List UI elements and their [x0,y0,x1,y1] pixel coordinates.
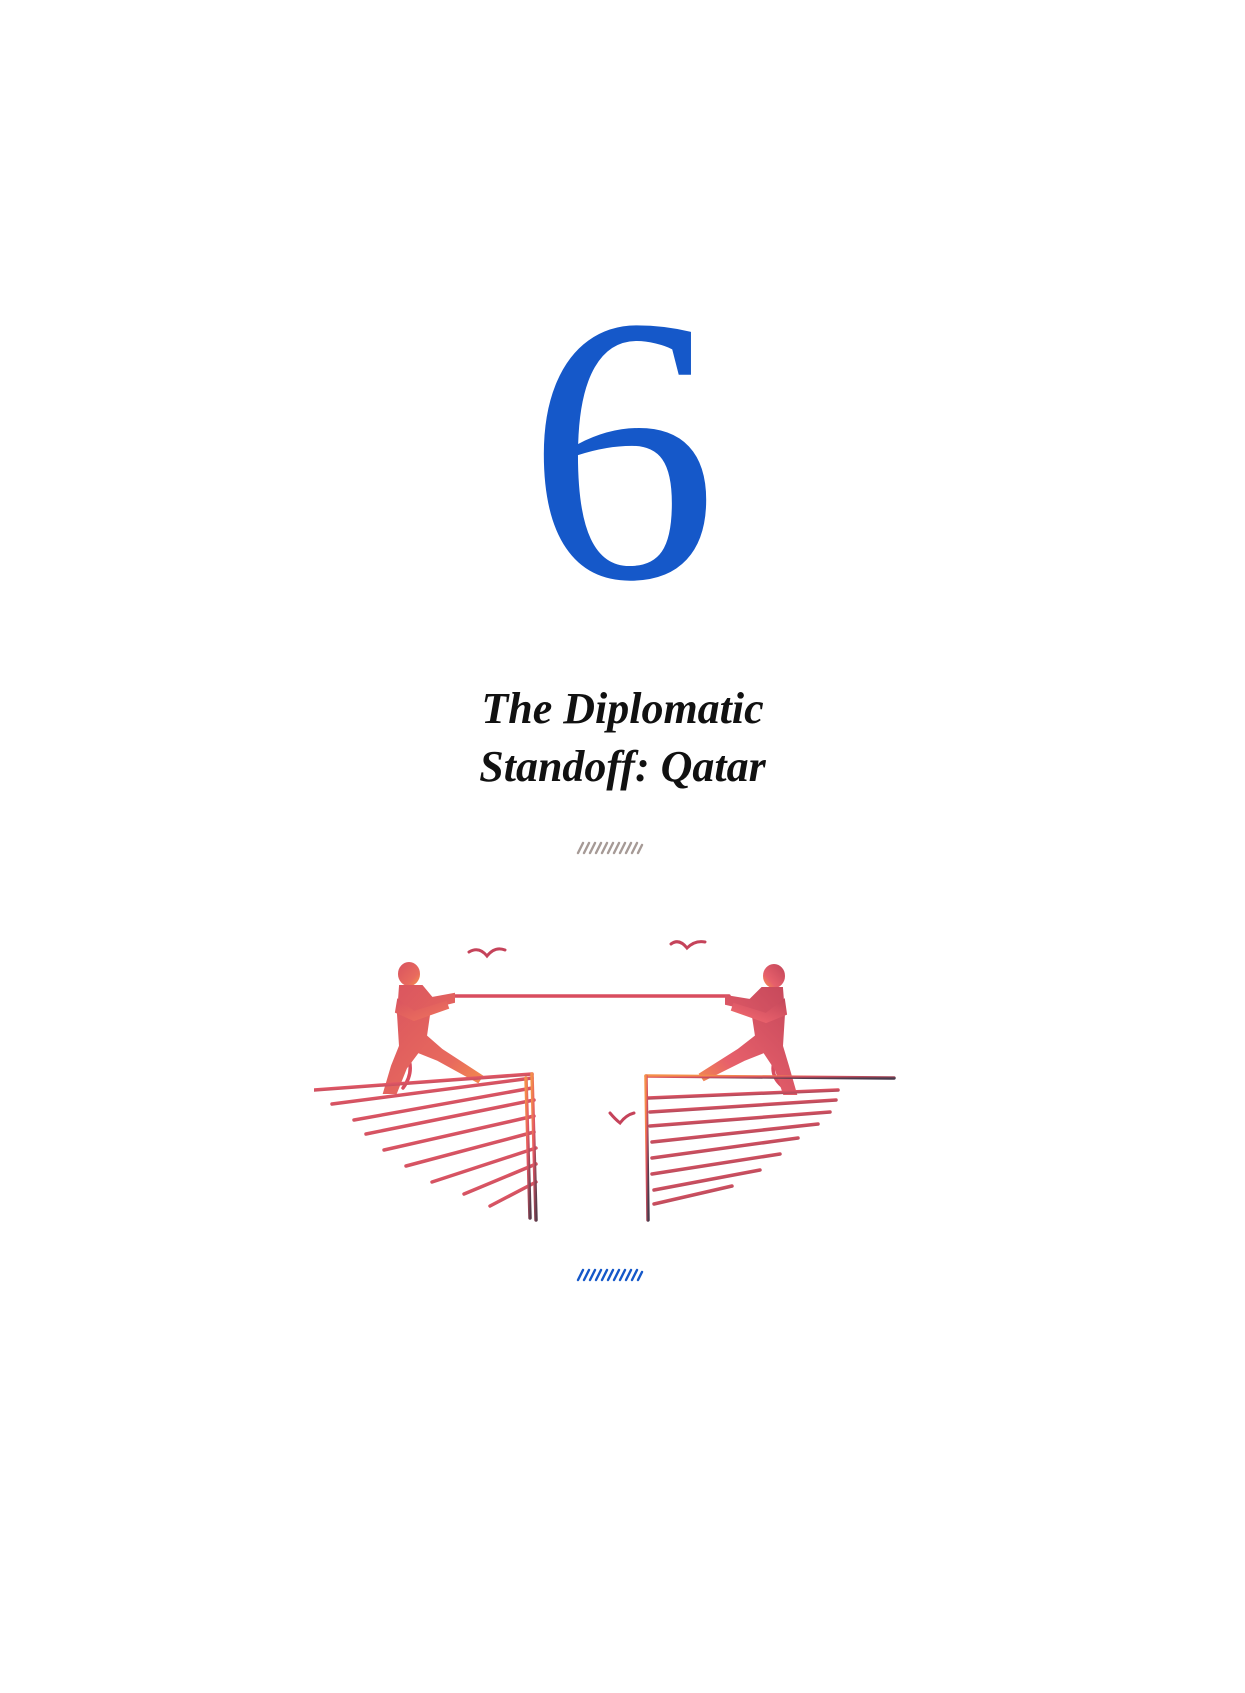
chapter-title-line-2: Standoff: Qatar [479,742,766,791]
chapter-number: 6 [527,239,718,660]
right-cliff-icon [644,1074,896,1222]
left-figure-icon [382,962,484,1094]
left-cliff-icon [314,1072,538,1222]
bird-icon [467,940,707,1126]
chapter-title-line-1: The Diplomatic [481,684,764,733]
divider-ornament-bottom [576,1268,644,1282]
right-figure-icon [698,964,798,1095]
divider-ornament-top [576,841,644,855]
tug-of-war-cliff-illustration [314,940,896,1222]
chapter-title: The Diplomatic Standoff: Qatar [0,680,1245,796]
rope-icon [400,994,784,1090]
